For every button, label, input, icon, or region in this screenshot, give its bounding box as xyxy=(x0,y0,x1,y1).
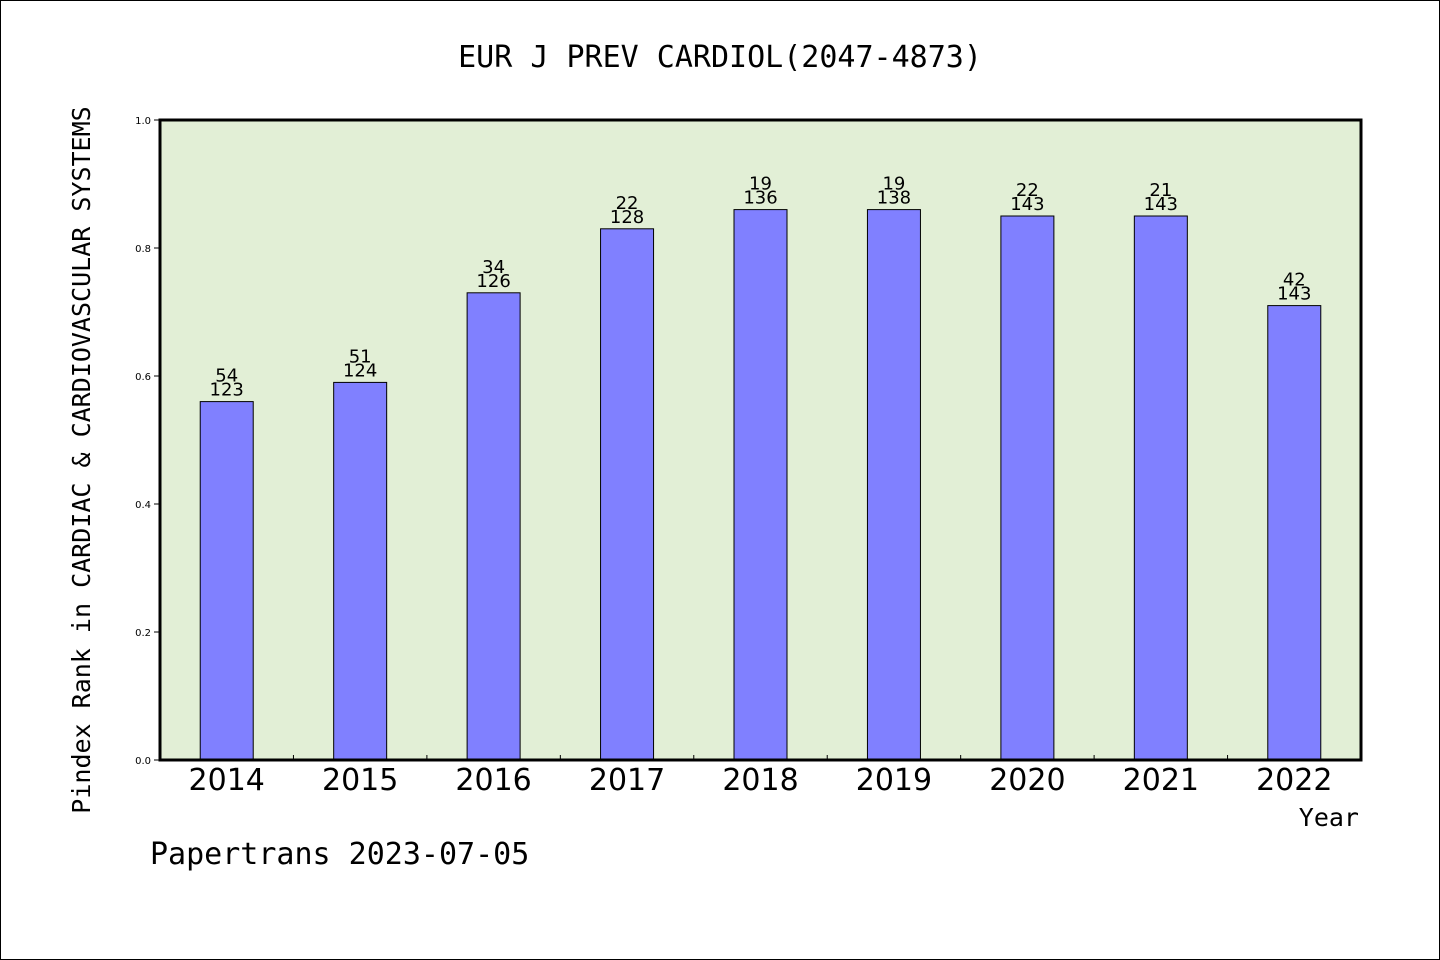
bar-total-label: 126 xyxy=(476,271,510,292)
x-axis-label: Year xyxy=(1299,803,1359,832)
bar-2022 xyxy=(1267,305,1322,761)
bar-2020 xyxy=(1000,215,1055,761)
x-tick-label: 2021 xyxy=(1123,763,1199,798)
bar-total-label: 124 xyxy=(343,360,377,381)
chart-title: EUR J PREV CARDIOL(2047-4873) xyxy=(458,40,982,75)
bar-total-label: 136 xyxy=(743,188,777,209)
x-tick-label: 2017 xyxy=(589,763,665,798)
y-tick-label: 0.0 xyxy=(135,756,151,767)
bar-2016 xyxy=(466,292,521,761)
bar-rank-label: 51 xyxy=(349,346,372,367)
x-tick-label: 2019 xyxy=(856,763,932,798)
x-tick-label: 2016 xyxy=(455,763,531,798)
y-tick-label: 0.8 xyxy=(135,244,151,255)
bar-rank-label: 22 xyxy=(1016,180,1039,201)
bar-rank-label: 19 xyxy=(882,174,905,195)
bar-2018 xyxy=(733,209,788,761)
bar-total-label: 138 xyxy=(877,188,911,209)
bar-total-label: 143 xyxy=(1010,194,1044,215)
y-tick-label: 0.6 xyxy=(135,372,151,383)
bars-group xyxy=(199,209,1322,761)
x-tick-label: 2015 xyxy=(322,763,398,798)
bar-rank-label: 22 xyxy=(616,193,639,214)
bar-rank-label: 21 xyxy=(1149,180,1172,201)
bar-rank-label: 54 xyxy=(215,366,238,387)
bar-2019 xyxy=(866,209,921,761)
y-tick-label: 0.4 xyxy=(135,500,151,511)
y-tick-label: 0.2 xyxy=(135,628,151,639)
bar-2014 xyxy=(199,401,254,761)
bar-rank-label: 42 xyxy=(1283,270,1306,291)
y-ticks-group: 0.0 0.2 0.4 0.6 0.8 1.0 xyxy=(135,116,160,767)
y-tick-label: 1.0 xyxy=(135,116,151,127)
bar-total-label: 143 xyxy=(1277,284,1311,305)
bar-rank-label: 34 xyxy=(482,257,505,278)
bar-total-label: 128 xyxy=(610,207,644,228)
x-tick-label: 2018 xyxy=(722,763,798,798)
plot-border xyxy=(158,118,1363,762)
bar-total-label: 143 xyxy=(1144,194,1178,215)
bar-2017 xyxy=(600,228,655,761)
bar-2015 xyxy=(333,381,388,761)
x-tick-label: 2022 xyxy=(1256,763,1332,798)
bar-2021 xyxy=(1133,215,1188,761)
x-ticks-group: 2014 2015 2016 2017 2018 2019 2020 2021 2022 xyxy=(189,755,1332,798)
x-tick-label: 2020 xyxy=(989,763,1065,798)
y-axis-label: Pindex Rank in CARDIAC & CARDIOVASCULAR … xyxy=(67,106,96,813)
footer-credit: Papertrans 2023-07-05 xyxy=(150,837,529,872)
bar-rank-label: 19 xyxy=(749,174,772,195)
bar-total-label: 123 xyxy=(210,380,244,401)
x-tick-label: 2014 xyxy=(189,763,265,798)
